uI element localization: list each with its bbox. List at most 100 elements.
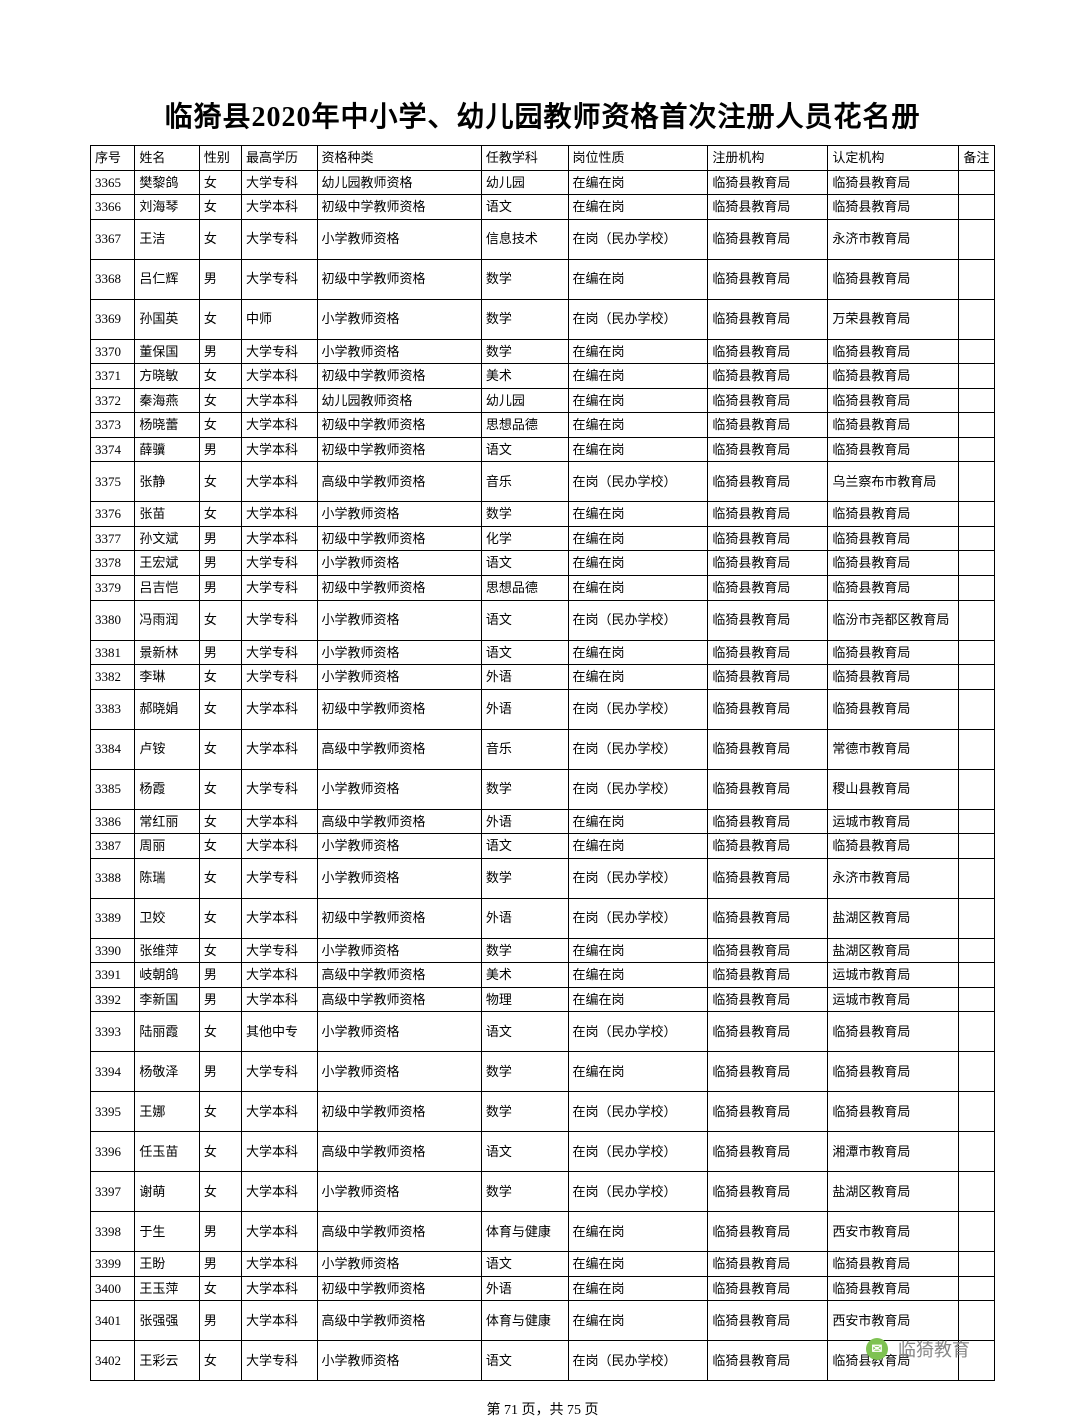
table-cell: 语文 bbox=[481, 640, 568, 665]
table-cell: 临猗县教育局 bbox=[708, 729, 828, 769]
table-cell: 大学专科 bbox=[242, 170, 318, 195]
table-row: 3387周丽女大学本科小学教师资格语文在编在岗临猗县教育局临猗县教育局 bbox=[91, 834, 995, 859]
table-cell: 大学本科 bbox=[242, 462, 318, 502]
table-cell: 永济市教育局 bbox=[828, 858, 959, 898]
table-cell: 数学 bbox=[481, 858, 568, 898]
table-cell: 外语 bbox=[481, 1276, 568, 1301]
col-header: 资格种类 bbox=[317, 146, 481, 171]
table-cell: 在岗（民办学校） bbox=[568, 858, 708, 898]
pager: 第 71 页，共 75 页 bbox=[90, 1399, 995, 1419]
table-cell bbox=[959, 1172, 995, 1212]
table-cell: 大学专科 bbox=[242, 769, 318, 809]
col-header: 姓名 bbox=[135, 146, 199, 171]
table-cell: 小学教师资格 bbox=[317, 858, 481, 898]
table-cell: 3393 bbox=[91, 1012, 135, 1052]
table-cell: 在编在岗 bbox=[568, 809, 708, 834]
table-cell: 在编在岗 bbox=[568, 413, 708, 438]
table-cell: 临猗县教育局 bbox=[828, 526, 959, 551]
table-cell: 高级中学教师资格 bbox=[317, 462, 481, 502]
table-cell: 张强强 bbox=[135, 1301, 199, 1341]
table-cell: 男 bbox=[199, 551, 241, 576]
table-cell: 小学教师资格 bbox=[317, 1052, 481, 1092]
table-cell: 小学教师资格 bbox=[317, 769, 481, 809]
table-cell bbox=[959, 729, 995, 769]
table-cell: 王盼 bbox=[135, 1252, 199, 1277]
table-body: 3365樊黎鸽女大学专科幼儿园教师资格幼儿园在编在岗临猗县教育局临猗县教育局33… bbox=[91, 170, 995, 1381]
table-cell: 杨晓蕾 bbox=[135, 413, 199, 438]
table-cell: 3394 bbox=[91, 1052, 135, 1092]
table-row: 3372秦海燕女大学本科幼儿园教师资格幼儿园在编在岗临猗县教育局临猗县教育局 bbox=[91, 388, 995, 413]
table-cell: 周丽 bbox=[135, 834, 199, 859]
table-cell bbox=[959, 1052, 995, 1092]
table-cell: 3382 bbox=[91, 665, 135, 690]
table-cell: 3396 bbox=[91, 1132, 135, 1172]
table-cell: 临猗县教育局 bbox=[828, 665, 959, 690]
table-cell: 3368 bbox=[91, 259, 135, 299]
table-cell: 大学本科 bbox=[242, 1301, 318, 1341]
table-row: 3386常红丽女大学本科高级中学教师资格外语在编在岗临猗县教育局运城市教育局 bbox=[91, 809, 995, 834]
table-cell: 大学本科 bbox=[242, 898, 318, 938]
roster-table: 序号姓名性别最高学历资格种类任教学科岗位性质注册机构认定机构备注 3365樊黎鸽… bbox=[90, 145, 995, 1381]
table-cell: 在编在岗 bbox=[568, 551, 708, 576]
table-cell bbox=[959, 576, 995, 601]
table-cell: 西安市教育局 bbox=[828, 1212, 959, 1252]
table-cell: 外语 bbox=[481, 898, 568, 938]
table-cell: 在编在岗 bbox=[568, 576, 708, 601]
table-cell: 张静 bbox=[135, 462, 199, 502]
table-cell: 数学 bbox=[481, 938, 568, 963]
table-cell: 在编在岗 bbox=[568, 1276, 708, 1301]
table-cell: 数学 bbox=[481, 1052, 568, 1092]
table-cell: 在编在岗 bbox=[568, 1052, 708, 1092]
table-cell: 董保国 bbox=[135, 339, 199, 364]
document-page: 临猗县2020年中小学、幼儿园教师资格首次注册人员花名册 序号姓名性别最高学历资… bbox=[0, 0, 1080, 1419]
table-cell: 女 bbox=[199, 195, 241, 220]
footer-label: 临猗教育 bbox=[898, 1336, 970, 1362]
table-cell: 临猗县教育局 bbox=[708, 576, 828, 601]
table-cell: 临猗县教育局 bbox=[828, 413, 959, 438]
table-cell: 小学教师资格 bbox=[317, 219, 481, 259]
table-row: 3384卢铵女大学本科高级中学教师资格音乐在岗（民办学校）临猗县教育局常德市教育… bbox=[91, 729, 995, 769]
table-row: 3370董保国男大学专科小学教师资格数学在编在岗临猗县教育局临猗县教育局 bbox=[91, 339, 995, 364]
table-cell: 大学本科 bbox=[242, 195, 318, 220]
table-cell: 高级中学教师资格 bbox=[317, 1212, 481, 1252]
table-cell: 小学教师资格 bbox=[317, 1172, 481, 1212]
table-cell: 在编在岗 bbox=[568, 640, 708, 665]
table-cell: 盐湖区教育局 bbox=[828, 1172, 959, 1212]
table-cell: 在岗（民办学校） bbox=[568, 769, 708, 809]
table-cell: 在编在岗 bbox=[568, 1212, 708, 1252]
table-cell: 3369 bbox=[91, 299, 135, 339]
table-cell: 临猗县教育局 bbox=[828, 170, 959, 195]
table-row: 3400王玉萍女大学本科初级中学教师资格外语在编在岗临猗县教育局临猗县教育局 bbox=[91, 1276, 995, 1301]
table-cell bbox=[959, 219, 995, 259]
table-cell: 湘潭市教育局 bbox=[828, 1132, 959, 1172]
table-cell: 岐朝鸽 bbox=[135, 963, 199, 988]
table-cell: 大学本科 bbox=[242, 1172, 318, 1212]
table-cell: 薛骥 bbox=[135, 437, 199, 462]
table-row: 3376张苗女大学本科小学教师资格数学在编在岗临猗县教育局临猗县教育局 bbox=[91, 502, 995, 527]
table-cell: 语文 bbox=[481, 600, 568, 640]
table-cell: 临猗县教育局 bbox=[708, 938, 828, 963]
table-cell: 语文 bbox=[481, 1012, 568, 1052]
table-cell: 3383 bbox=[91, 689, 135, 729]
table-cell: 景新林 bbox=[135, 640, 199, 665]
table-cell: 刘海琴 bbox=[135, 195, 199, 220]
table-cell: 3381 bbox=[91, 640, 135, 665]
table-cell: 初级中学教师资格 bbox=[317, 195, 481, 220]
table-cell: 初级中学教师资格 bbox=[317, 364, 481, 389]
table-cell: 在岗（民办学校） bbox=[568, 600, 708, 640]
table-cell: 女 bbox=[199, 1092, 241, 1132]
table-cell: 小学教师资格 bbox=[317, 1252, 481, 1277]
table-cell: 樊黎鸽 bbox=[135, 170, 199, 195]
table-cell: 男 bbox=[199, 526, 241, 551]
table-cell bbox=[959, 640, 995, 665]
table-cell bbox=[959, 413, 995, 438]
col-header: 最高学历 bbox=[242, 146, 318, 171]
table-cell: 西安市教育局 bbox=[828, 1301, 959, 1341]
table-cell bbox=[959, 388, 995, 413]
table-cell: 临猗县教育局 bbox=[708, 769, 828, 809]
table-cell: 王洁 bbox=[135, 219, 199, 259]
table-cell: 3371 bbox=[91, 364, 135, 389]
table-cell: 高级中学教师资格 bbox=[317, 987, 481, 1012]
table-cell: 大学本科 bbox=[242, 437, 318, 462]
table-cell: 3385 bbox=[91, 769, 135, 809]
